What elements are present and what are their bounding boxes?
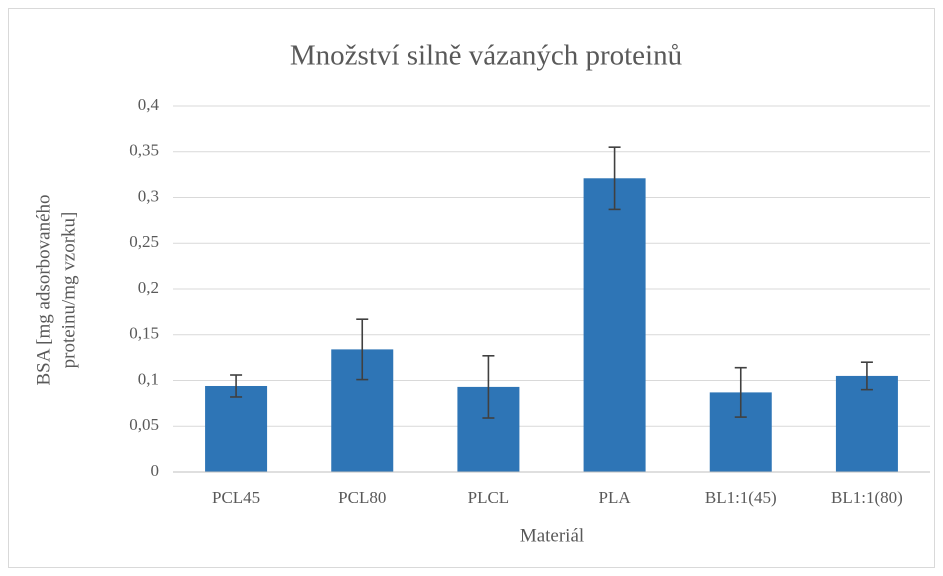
x-tick-label: BL1:1(45): [705, 488, 777, 507]
y-tick-label: 0,1: [138, 369, 159, 388]
error-bar: [356, 318, 369, 381]
y-tick-label: 0,05: [129, 415, 159, 434]
y-tick-label: 0,15: [129, 324, 159, 343]
y-tick-label: 0: [151, 461, 160, 480]
bar: [205, 385, 268, 472]
y-tick-label: 0,25: [129, 232, 159, 251]
y-tick-label: 0,35: [129, 141, 159, 160]
error-bar: [482, 354, 495, 419]
y-tick-label: 0,4: [138, 95, 160, 114]
y-axis-label: BSA [mg adsorbovaného: [33, 194, 54, 385]
x-tick-label: PLA: [599, 488, 632, 507]
error-bar: [608, 146, 621, 211]
error-bar: [230, 374, 243, 398]
bar: [835, 375, 898, 472]
x-tick-label: BL1:1(80): [831, 488, 903, 507]
y-tick-label: 0,3: [138, 186, 159, 205]
y-tick-label: 0,2: [138, 278, 159, 297]
x-axis-label: Materiál: [520, 525, 584, 546]
x-tick-label: PCL45: [212, 488, 260, 507]
chart-frame: [8, 8, 935, 568]
y-axis-label: proteinu/mg vzorku]: [58, 212, 79, 369]
error-bar: [860, 361, 873, 391]
x-tick-label: PCL80: [338, 488, 386, 507]
chart-title: Množství silně vázaných proteinů: [290, 40, 682, 72]
error-bar: [734, 366, 747, 418]
bar: [583, 178, 646, 472]
x-tick-label: PLCL: [468, 488, 510, 507]
